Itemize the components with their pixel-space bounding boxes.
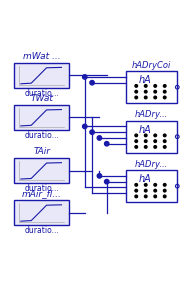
- Text: hA: hA: [139, 174, 152, 184]
- Circle shape: [145, 96, 147, 99]
- FancyBboxPatch shape: [14, 105, 69, 130]
- Circle shape: [145, 85, 147, 87]
- Circle shape: [135, 96, 137, 99]
- Circle shape: [154, 183, 156, 186]
- Text: TWat: TWat: [30, 94, 53, 103]
- Circle shape: [90, 130, 94, 134]
- FancyBboxPatch shape: [126, 121, 177, 153]
- Circle shape: [154, 134, 156, 137]
- Text: duratio...: duratio...: [24, 226, 59, 235]
- Text: hADryCoi: hADryCoi: [132, 61, 171, 70]
- Circle shape: [135, 195, 137, 198]
- FancyBboxPatch shape: [14, 200, 69, 225]
- Circle shape: [105, 141, 109, 146]
- Circle shape: [154, 96, 156, 99]
- Circle shape: [154, 140, 156, 143]
- Circle shape: [163, 96, 166, 99]
- FancyBboxPatch shape: [14, 63, 69, 88]
- Circle shape: [145, 146, 147, 148]
- Circle shape: [83, 124, 87, 129]
- Circle shape: [154, 189, 156, 192]
- Circle shape: [145, 134, 147, 137]
- Circle shape: [145, 140, 147, 143]
- Circle shape: [163, 183, 166, 186]
- Circle shape: [154, 90, 156, 93]
- Text: mWat ...: mWat ...: [23, 52, 60, 61]
- Text: hADry...: hADry...: [135, 110, 168, 119]
- Circle shape: [163, 85, 166, 87]
- Circle shape: [97, 174, 102, 178]
- Text: hA: hA: [139, 75, 152, 85]
- FancyBboxPatch shape: [126, 71, 177, 103]
- Circle shape: [83, 75, 87, 79]
- Circle shape: [90, 81, 94, 85]
- Text: duratio...: duratio...: [24, 89, 59, 98]
- Circle shape: [163, 134, 166, 137]
- Circle shape: [135, 146, 137, 148]
- Circle shape: [135, 90, 137, 93]
- Circle shape: [145, 195, 147, 198]
- Circle shape: [163, 140, 166, 143]
- Circle shape: [145, 189, 147, 192]
- Circle shape: [135, 85, 137, 87]
- Circle shape: [163, 195, 166, 198]
- Circle shape: [135, 140, 137, 143]
- Circle shape: [135, 189, 137, 192]
- Text: TAir: TAir: [33, 147, 50, 156]
- Circle shape: [154, 195, 156, 198]
- Circle shape: [135, 134, 137, 137]
- Circle shape: [163, 90, 166, 93]
- Text: hADry...: hADry...: [135, 160, 168, 169]
- Circle shape: [154, 85, 156, 87]
- Text: duratio...: duratio...: [24, 131, 59, 140]
- Circle shape: [154, 146, 156, 148]
- Circle shape: [97, 136, 102, 140]
- Circle shape: [163, 146, 166, 148]
- Text: mAir_fl...: mAir_fl...: [22, 190, 62, 198]
- Circle shape: [135, 183, 137, 186]
- Text: duratio...: duratio...: [24, 184, 59, 193]
- FancyBboxPatch shape: [126, 170, 177, 202]
- FancyBboxPatch shape: [14, 158, 69, 183]
- Circle shape: [163, 189, 166, 192]
- Circle shape: [145, 90, 147, 93]
- Circle shape: [145, 183, 147, 186]
- Text: hA: hA: [139, 125, 152, 134]
- Circle shape: [105, 179, 109, 184]
